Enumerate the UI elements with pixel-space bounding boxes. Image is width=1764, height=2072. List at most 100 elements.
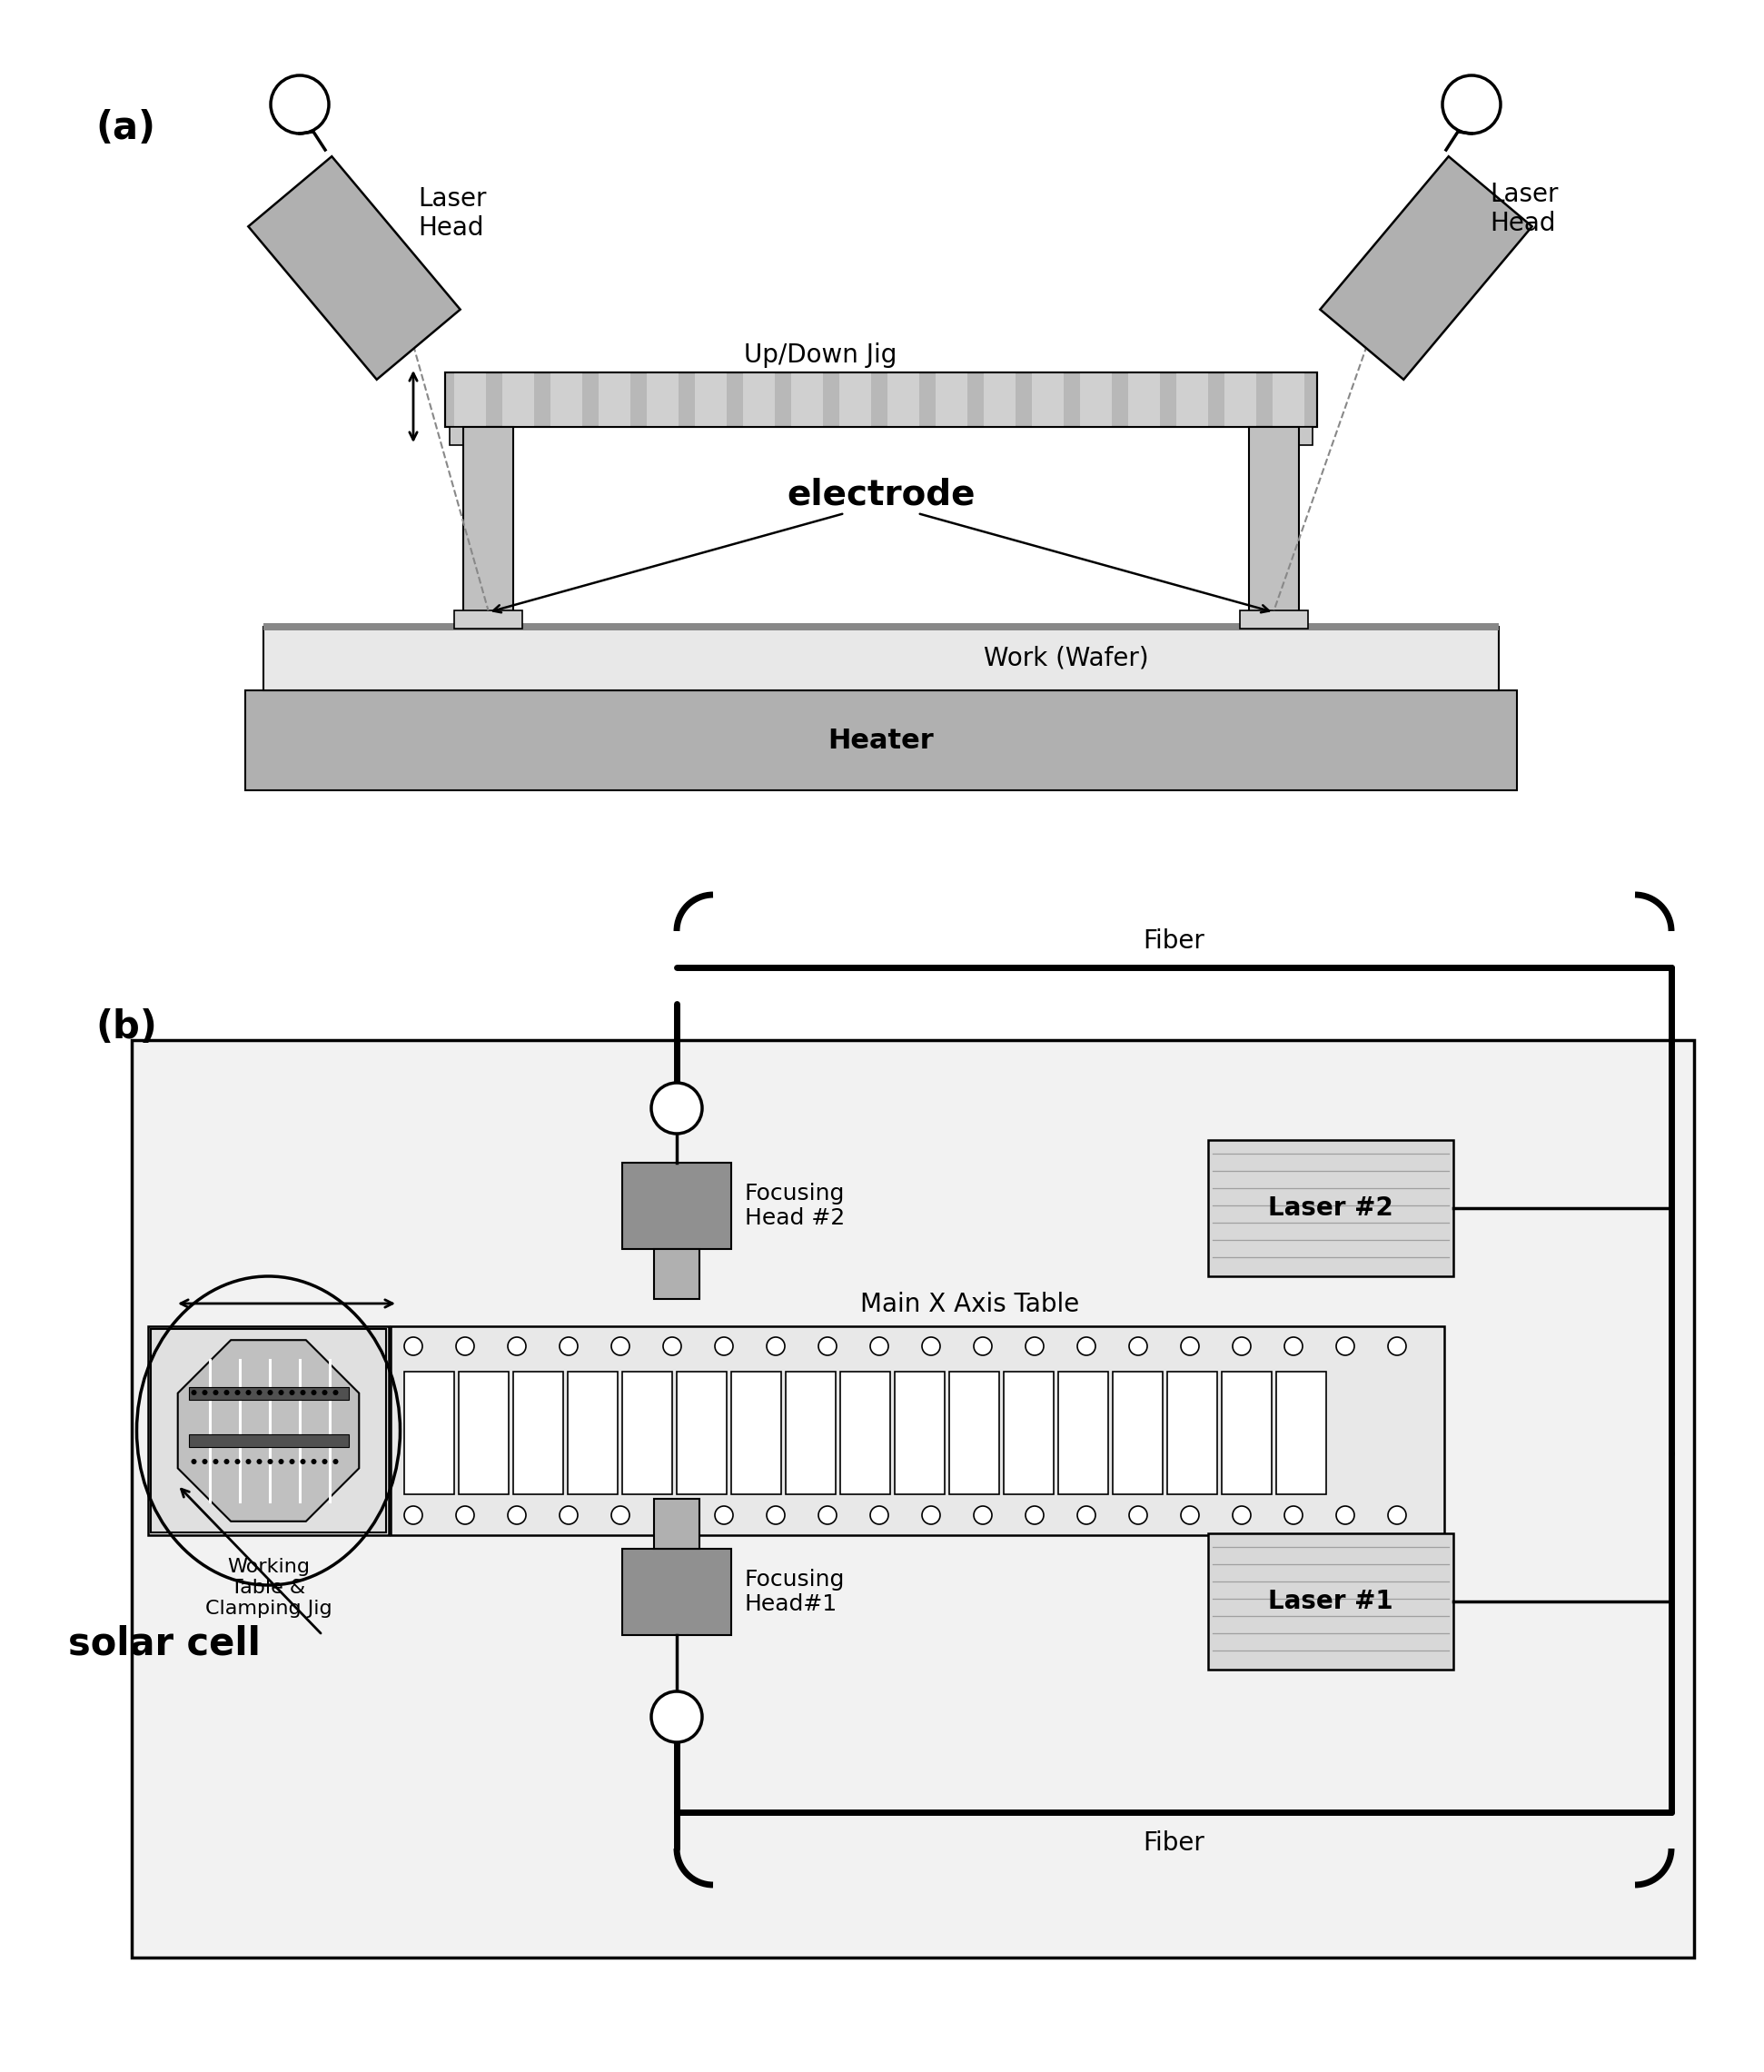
Circle shape xyxy=(279,1459,284,1465)
Circle shape xyxy=(1180,1506,1200,1525)
Bar xyxy=(785,1372,836,1494)
Circle shape xyxy=(323,1459,328,1465)
Circle shape xyxy=(235,1390,240,1394)
Circle shape xyxy=(663,1506,681,1525)
Bar xyxy=(949,1372,998,1494)
Bar xyxy=(445,373,1318,427)
Circle shape xyxy=(767,1336,785,1355)
Circle shape xyxy=(1025,1336,1044,1355)
Circle shape xyxy=(289,1390,295,1394)
Circle shape xyxy=(559,1336,577,1355)
Text: (b): (b) xyxy=(95,1009,157,1046)
Circle shape xyxy=(289,1459,295,1465)
Circle shape xyxy=(508,1506,526,1525)
Circle shape xyxy=(203,1390,208,1394)
Bar xyxy=(245,690,1517,789)
Bar xyxy=(695,373,727,427)
Circle shape xyxy=(714,1336,734,1355)
Circle shape xyxy=(1078,1336,1095,1355)
Circle shape xyxy=(508,1336,526,1355)
Circle shape xyxy=(1388,1506,1406,1525)
Bar xyxy=(840,1372,891,1494)
Bar xyxy=(1177,373,1208,427)
Circle shape xyxy=(1233,1506,1251,1525)
Text: Main X Axis Table: Main X Axis Table xyxy=(861,1291,1080,1318)
Bar xyxy=(464,427,513,626)
Bar xyxy=(453,611,522,628)
Circle shape xyxy=(213,1390,219,1394)
Bar xyxy=(1032,373,1064,427)
Text: solar cell: solar cell xyxy=(69,1624,261,1664)
Circle shape xyxy=(310,1459,316,1465)
Bar xyxy=(513,1372,563,1494)
Circle shape xyxy=(974,1506,991,1525)
Circle shape xyxy=(1078,1506,1095,1525)
Circle shape xyxy=(256,1390,263,1394)
Circle shape xyxy=(1335,1506,1355,1525)
Circle shape xyxy=(270,75,328,133)
Bar xyxy=(1222,1372,1272,1494)
Circle shape xyxy=(818,1336,836,1355)
Bar xyxy=(263,624,1499,630)
Bar xyxy=(840,373,871,427)
Circle shape xyxy=(333,1459,339,1465)
Text: Focusing
Head#1: Focusing Head#1 xyxy=(744,1569,845,1616)
Circle shape xyxy=(245,1459,250,1465)
Bar xyxy=(647,373,679,427)
Bar xyxy=(453,373,485,427)
Circle shape xyxy=(268,1390,273,1394)
Circle shape xyxy=(333,1390,339,1394)
Circle shape xyxy=(1129,1336,1147,1355)
Circle shape xyxy=(974,1336,991,1355)
Bar xyxy=(1113,1372,1162,1494)
Circle shape xyxy=(559,1506,577,1525)
Polygon shape xyxy=(1319,155,1533,379)
Bar xyxy=(1275,1372,1327,1494)
Bar xyxy=(1224,373,1256,427)
Bar xyxy=(189,1386,348,1401)
Bar xyxy=(189,1434,348,1446)
Bar xyxy=(263,626,1499,690)
Bar xyxy=(598,373,630,427)
Bar xyxy=(132,1040,1693,1958)
Text: electrode: electrode xyxy=(787,479,975,512)
Bar xyxy=(1058,1372,1108,1494)
Circle shape xyxy=(870,1336,889,1355)
Bar xyxy=(1240,611,1309,628)
Circle shape xyxy=(213,1459,219,1465)
Bar xyxy=(935,373,967,427)
Circle shape xyxy=(224,1459,229,1465)
Circle shape xyxy=(1284,1336,1302,1355)
Polygon shape xyxy=(249,155,460,379)
Circle shape xyxy=(268,1459,273,1465)
Text: Laser
Head: Laser Head xyxy=(1489,182,1558,236)
Circle shape xyxy=(300,1390,305,1394)
Bar xyxy=(623,1548,732,1635)
Circle shape xyxy=(245,1390,250,1394)
Bar xyxy=(1129,373,1161,427)
Text: Up/Down Jig: Up/Down Jig xyxy=(744,342,896,369)
Circle shape xyxy=(203,1459,208,1465)
Bar xyxy=(404,1372,453,1494)
Text: Working
Table &
Clamping Jig: Working Table & Clamping Jig xyxy=(205,1558,332,1618)
Circle shape xyxy=(1233,1336,1251,1355)
Bar xyxy=(1249,427,1298,626)
Circle shape xyxy=(323,1390,328,1394)
Bar xyxy=(1168,1372,1217,1494)
Text: Laser #2: Laser #2 xyxy=(1268,1196,1394,1220)
Bar xyxy=(654,1249,699,1299)
Circle shape xyxy=(235,1459,240,1465)
Circle shape xyxy=(1388,1336,1406,1355)
Circle shape xyxy=(300,1459,305,1465)
Text: Focusing
Head #2: Focusing Head #2 xyxy=(744,1183,845,1229)
Bar xyxy=(459,1372,508,1494)
Circle shape xyxy=(404,1336,422,1355)
Bar xyxy=(1208,1140,1454,1276)
Bar xyxy=(390,1326,1445,1535)
Circle shape xyxy=(923,1336,940,1355)
Text: Heater: Heater xyxy=(827,727,935,754)
Bar xyxy=(150,1328,386,1533)
Polygon shape xyxy=(178,1341,360,1521)
Text: Fiber: Fiber xyxy=(1143,928,1205,953)
Bar xyxy=(1004,1372,1053,1494)
